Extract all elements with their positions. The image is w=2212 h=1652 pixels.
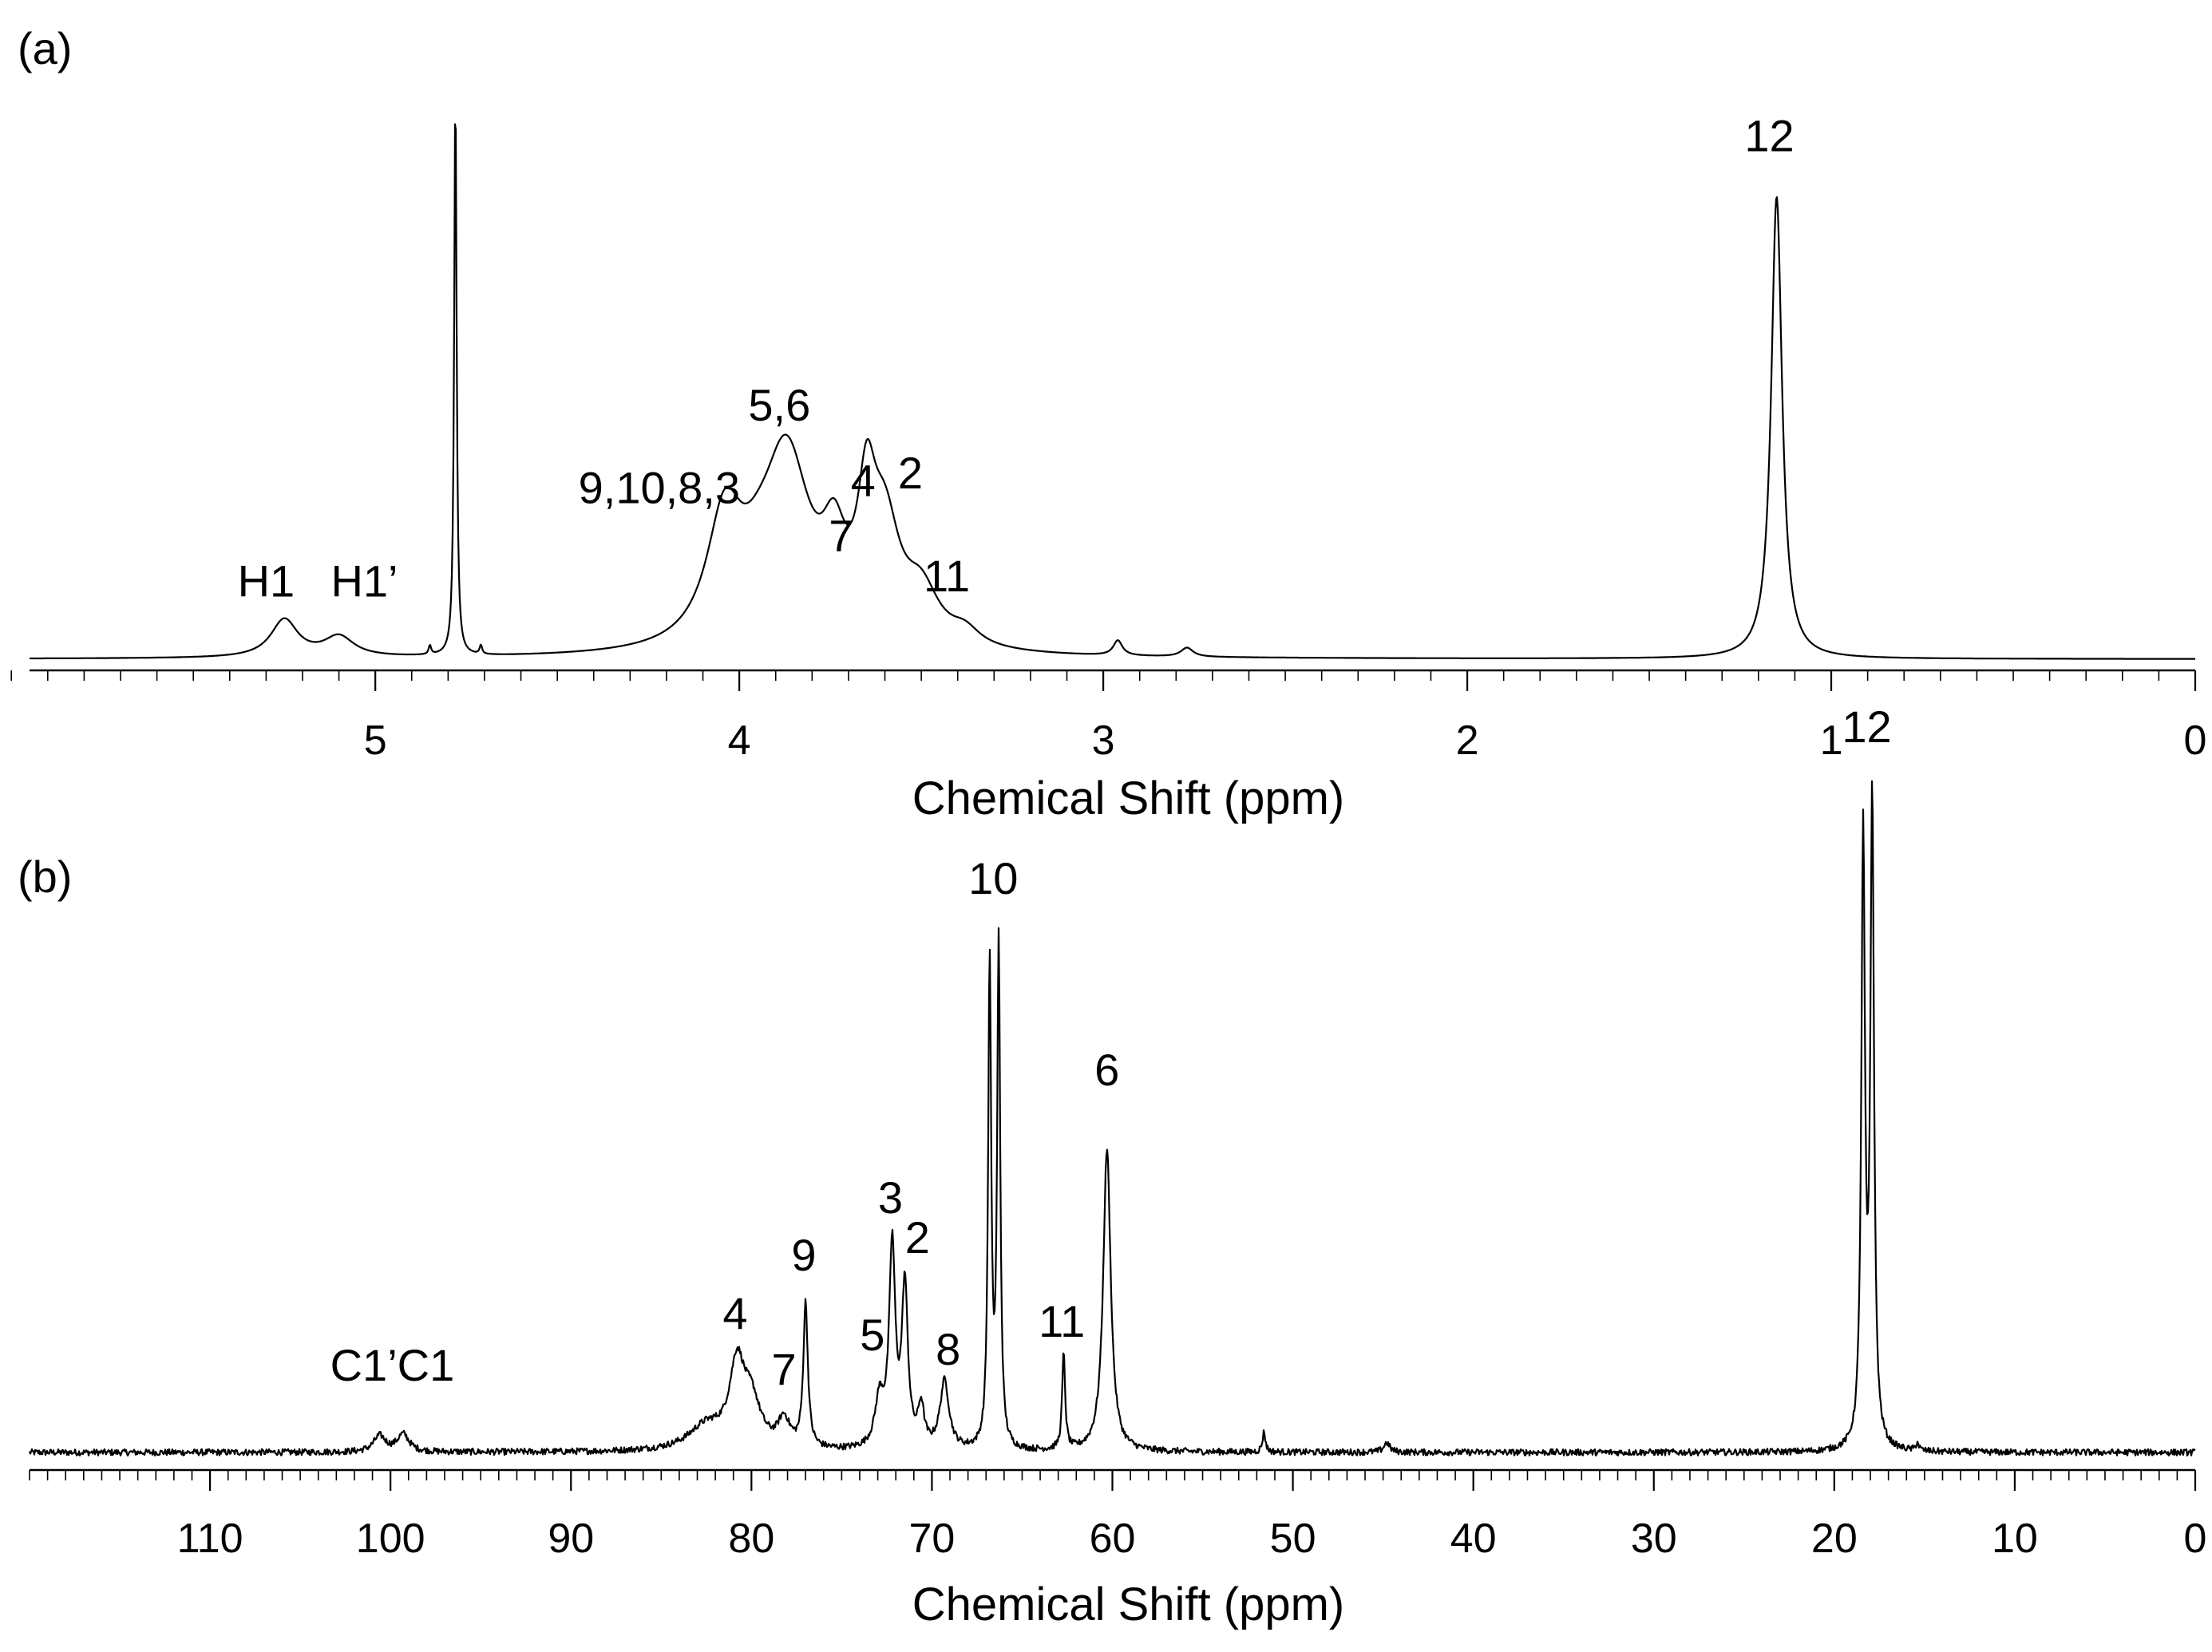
tick-label: 4 xyxy=(728,717,751,764)
peak-label: 2 xyxy=(905,1212,930,1263)
peak-label: 8 xyxy=(936,1324,960,1374)
tick-label: 90 xyxy=(548,1516,594,1562)
1h-x-axis-label: Chemical Shift (ppm) xyxy=(912,773,1344,824)
tick-label: 40 xyxy=(1450,1516,1497,1562)
1h-x-tick-labels: 5 4 3 2 1 0 xyxy=(364,717,2207,764)
peak-label: 5,6 xyxy=(748,380,810,430)
peak-label: 10 xyxy=(968,853,1018,903)
peak-label: H1 xyxy=(238,555,295,606)
peak-label: 9,10,8,3 xyxy=(579,463,740,513)
tick-label: 30 xyxy=(1631,1516,1677,1562)
peak-label: 4 xyxy=(722,1288,747,1338)
peak-label: 5 xyxy=(860,1310,884,1360)
peak-label: 4 xyxy=(851,455,876,505)
tick-label: 2 xyxy=(1456,717,1479,764)
tick-label: 0 xyxy=(2184,1516,2207,1562)
13c-spectrum-line xyxy=(28,780,2196,1456)
tick-label: 10 xyxy=(1992,1516,2038,1562)
peak-label: 12 xyxy=(1842,702,1891,752)
tick-label: 3 xyxy=(1092,717,1115,764)
tick-label: 110 xyxy=(177,1516,243,1562)
tick-label: 1 xyxy=(1820,717,1843,764)
1h-x-ticks xyxy=(10,670,2197,691)
1h-spectrum-line xyxy=(29,123,2196,660)
peak-label: C1’C1 xyxy=(330,1340,455,1390)
tick-label: 50 xyxy=(1270,1516,1316,1562)
tick-label: 80 xyxy=(728,1516,774,1562)
peak-label: 11 xyxy=(1039,1296,1085,1346)
tick-label: 20 xyxy=(1811,1516,1858,1562)
peak-label: H1’ xyxy=(330,555,398,606)
13c-x-ticks xyxy=(29,1470,2197,1491)
panel-label-b: (b) xyxy=(18,852,72,902)
tick-label: 0 xyxy=(2184,717,2207,764)
peak-label: 3 xyxy=(878,1172,903,1223)
peak-label: 7 xyxy=(771,1344,796,1394)
13c-x-axis-label: Chemical Shift (ppm) xyxy=(912,1579,1344,1630)
tick-label: 70 xyxy=(908,1516,955,1562)
panel-label-a: (a) xyxy=(18,23,72,73)
tick-label: 60 xyxy=(1090,1516,1136,1562)
peak-label: 12 xyxy=(1744,111,1794,161)
peak-label: 2 xyxy=(898,448,923,498)
peak-label: 11 xyxy=(924,551,970,601)
1h-peak-annotations: H1 H1’ 9,10,8,35,6 7 4 2 11 12 xyxy=(238,111,1795,607)
13c-x-tick-labels: 110 100 90 80 70 60 50 40 30 20 10 0 xyxy=(177,1516,2207,1562)
tick-label: 100 xyxy=(356,1516,425,1562)
tick-label: 5 xyxy=(364,717,387,764)
peak-label: 7 xyxy=(829,511,853,561)
peak-label: 9 xyxy=(791,1230,816,1280)
peak-label: 6 xyxy=(1094,1045,1119,1095)
